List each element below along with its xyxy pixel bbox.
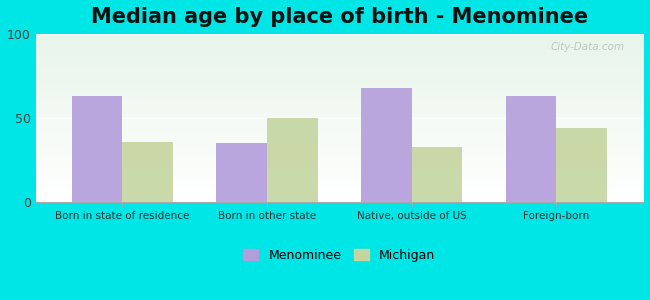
Title: Median age by place of birth - Menominee: Median age by place of birth - Menominee (91, 7, 588, 27)
Text: City-Data.com: City-Data.com (551, 43, 625, 52)
Bar (267, 118, 318, 202)
Bar (506, 96, 556, 202)
Bar (411, 147, 462, 202)
Bar (361, 88, 411, 202)
Bar (122, 142, 173, 202)
Legend: Menominee, Michigan: Menominee, Michigan (239, 244, 440, 267)
Bar (72, 96, 122, 202)
Bar (216, 143, 267, 202)
Bar (556, 128, 607, 202)
